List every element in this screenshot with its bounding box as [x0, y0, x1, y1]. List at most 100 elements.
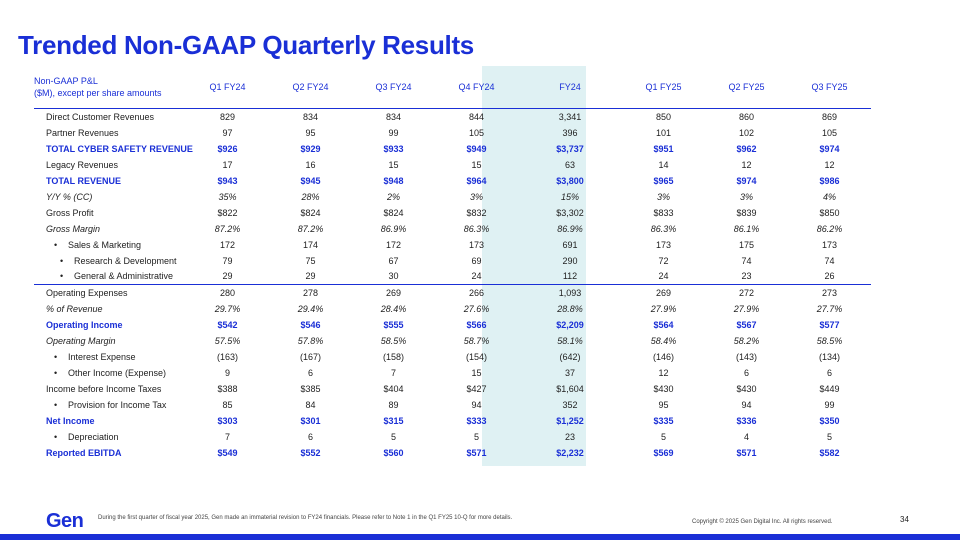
cell-value: $948	[383, 175, 404, 186]
bullet-icon: •	[60, 255, 64, 266]
cell-value: $552	[300, 447, 321, 458]
cell-value: 74	[824, 255, 835, 266]
cell-value: 15	[471, 367, 482, 378]
cell-value: $430	[736, 383, 757, 394]
cell-value: $315	[383, 415, 404, 426]
cell-value: (154)	[465, 351, 487, 362]
cell-value: $850	[819, 207, 840, 218]
row-label-text: Operating Expenses	[46, 287, 128, 298]
cell-value: $549	[217, 447, 238, 458]
cell-value: 2%	[386, 191, 400, 202]
cell-value: 99	[824, 399, 835, 410]
cell-value: 86.2%	[816, 223, 843, 234]
cell-value: $567	[736, 319, 757, 330]
row-label: Y/Y % (CC)	[34, 189, 186, 205]
cell-value: $301	[300, 415, 321, 426]
cell-value: 6	[307, 367, 313, 378]
cell-value: 101	[655, 127, 672, 138]
cell-value: 29	[222, 271, 233, 282]
cell-value: 172	[385, 239, 402, 250]
cell-value: 85	[222, 399, 233, 410]
cell-value: 6	[826, 367, 832, 378]
column-header-q2-fy25: Q2 FY25	[728, 82, 765, 92]
header-label-line2: ($M), except per share amounts	[34, 88, 162, 98]
row-label: Legacy Revenues	[34, 157, 186, 173]
table-row: Net Income $303 $301 $315 $333 $1,252 $335 $336…	[34, 413, 871, 429]
cell-value: 58.2%	[733, 335, 760, 346]
cell-value: 23	[741, 271, 752, 282]
cell-value: 26	[824, 271, 835, 282]
cell-value: 834	[302, 111, 319, 122]
cell-value: $303	[217, 415, 238, 426]
cell-value: 173	[821, 239, 838, 250]
cell-value: 58.5%	[816, 335, 843, 346]
cell-value: 29.4%	[297, 303, 324, 314]
bottom-accent-bar	[0, 534, 960, 540]
cell-value: 69	[471, 255, 482, 266]
row-label-text: Direct Customer Revenues	[46, 111, 155, 122]
cell-value: 35%	[218, 191, 237, 202]
cell-value: $564	[653, 319, 674, 330]
cell-value: 63	[564, 159, 575, 170]
cell-value: 99	[388, 127, 399, 138]
cell-value: $929	[300, 143, 321, 154]
row-label-text: Y/Y % (CC)	[46, 191, 93, 202]
cell-value: 24	[658, 271, 669, 282]
non-gaap-pnl-table: Non-GAAP P&L ($M), except per share amou…	[34, 66, 871, 461]
row-label: Gross Profit	[34, 205, 186, 221]
cell-value: 6	[743, 367, 749, 378]
cell-value: 84	[305, 399, 316, 410]
cell-value: 87.2%	[214, 223, 241, 234]
bullet-icon: •	[54, 399, 58, 410]
cell-value: $986	[819, 175, 840, 186]
cell-value: 95	[658, 399, 669, 410]
cell-value: $3,800	[556, 175, 584, 186]
cell-value: 172	[219, 239, 236, 250]
cell-value: 4	[743, 431, 749, 442]
cell-value: 5	[390, 431, 396, 442]
row-label: Net Income	[34, 413, 186, 429]
cell-value: 27.7%	[816, 303, 843, 314]
cell-value: 9	[224, 367, 230, 378]
cell-value: $566	[466, 319, 487, 330]
cell-value: 3%	[739, 191, 753, 202]
table-row: • Provision for Income Tax 85 84 89 94 352 95 94…	[34, 397, 871, 413]
cell-value: 175	[738, 239, 755, 250]
cell-value: (167)	[299, 351, 321, 362]
row-label-text: Partner Revenues	[46, 127, 119, 138]
cell-value: 28.8%	[557, 303, 583, 314]
cell-value: $427	[466, 383, 487, 394]
cell-value: 850	[655, 111, 672, 122]
table-row: Partner Revenues 97 95 99 105 396 101 102 105	[34, 125, 871, 141]
cell-value: 86.1%	[733, 223, 760, 234]
cell-value: 57.8%	[297, 335, 324, 346]
cell-value: $430	[653, 383, 674, 394]
cell-value: 691	[562, 239, 578, 250]
cell-value: 15	[471, 159, 482, 170]
cell-value: 272	[738, 287, 755, 298]
cell-value: 869	[821, 111, 838, 122]
cell-value: $926	[217, 143, 238, 154]
cell-value: 860	[738, 111, 755, 122]
cell-value: 89	[388, 399, 399, 410]
cell-value: 94	[471, 399, 482, 410]
cell-value: 844	[468, 111, 485, 122]
cell-value: $569	[653, 447, 674, 458]
cell-value: 37	[564, 367, 575, 378]
row-label: • General & Administrative	[34, 269, 186, 285]
cell-value: (146)	[652, 351, 674, 362]
row-label: • Interest Expense	[34, 349, 186, 365]
row-label: Reported EBITDA	[34, 445, 186, 461]
bullet-icon: •	[54, 431, 58, 442]
cell-value: 352	[562, 399, 578, 410]
row-label: % of Revenue	[34, 301, 186, 317]
cell-value: 95	[305, 127, 316, 138]
row-label-text: Operating Margin	[46, 335, 116, 346]
row-label-text: Reported EBITDA	[46, 447, 122, 458]
row-label-text: Interest Expense	[68, 351, 136, 362]
cell-value: 58.7%	[463, 335, 490, 346]
row-label-text: Gross Margin	[46, 223, 101, 234]
cell-value: 5	[473, 431, 479, 442]
cell-value: $974	[736, 175, 757, 186]
cell-value: $822	[217, 207, 238, 218]
